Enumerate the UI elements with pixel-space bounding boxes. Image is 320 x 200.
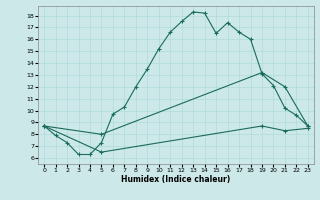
X-axis label: Humidex (Indice chaleur): Humidex (Indice chaleur) [121,175,231,184]
